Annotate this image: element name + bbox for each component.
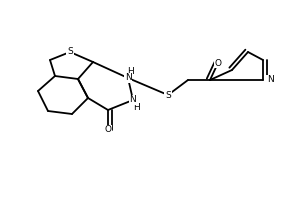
Text: H: H: [128, 66, 134, 75]
Text: O: O: [104, 126, 112, 134]
Text: O: O: [214, 58, 221, 68]
Text: N: N: [130, 96, 136, 104]
Text: H: H: [133, 102, 140, 112]
Text: N: N: [124, 73, 131, 82]
Text: S: S: [67, 47, 73, 56]
Text: S: S: [165, 90, 171, 99]
Text: N: N: [267, 75, 274, 84]
